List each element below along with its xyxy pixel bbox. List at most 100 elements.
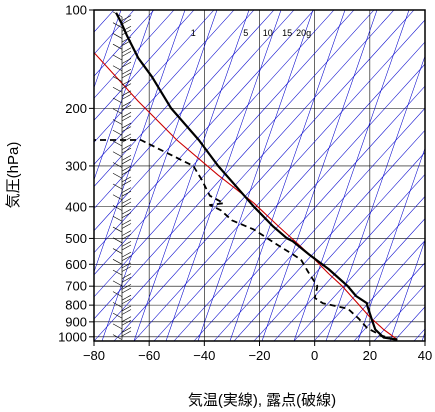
wind-barb [121,147,132,154]
wind-barb [121,208,132,215]
wind-barb [121,298,132,305]
wind-barb [112,334,123,340]
profile-curves [94,12,398,341]
wind-barb [121,101,132,107]
adiabat-line [353,262,425,341]
wind-barb [112,162,123,168]
adiabat-line [94,10,155,77]
wind-barb [112,323,123,330]
wind-barb [121,58,132,64]
wind-barb [121,69,132,75]
mixing-ratio-line [293,10,410,341]
adiabat-line [193,85,425,341]
mixing-ratio-line [94,10,154,181]
wind-barb [121,316,132,322]
wind-barb [121,126,132,132]
wind-barb [121,165,132,172]
wind-barb [121,255,132,261]
adiabat-line [94,10,315,254]
wind-barb [112,129,123,136]
mixing-ratio-line [229,10,346,341]
mixing-ratio-label: 15 [282,28,292,38]
wind-barbs [112,11,132,340]
wind-barb [112,86,123,93]
wind-barb [112,205,123,211]
wind-barb [121,133,132,140]
wind-barb [121,72,132,79]
mixing-ratio-label: 20g [296,28,311,38]
wind-barb [121,94,132,100]
wind-barb [112,43,123,50]
wind-barb [112,76,123,82]
adiabat-line [333,240,425,341]
mixing-ratio-line [94,10,186,273]
wind-barb [121,305,132,312]
mixing-ratio-line [261,10,378,341]
wind-barb [112,291,123,297]
wind-barb [121,176,132,183]
dewpoint-curve [94,139,395,341]
wind-barb [121,51,132,57]
y-axis-label: 気圧(hPa) [5,142,22,209]
adiabat-line [94,10,275,210]
wind-barb [112,237,123,244]
mixing-ratio-label: 1 [191,28,196,38]
wind-barb [112,173,123,179]
adiabat-line [94,10,215,143]
adiabat-line [373,284,425,341]
mixing-ratio-line [101,10,218,341]
x-axis-ticks: −80 −60 −40 −20 0 20 40 [83,341,432,363]
wind-barb [121,284,132,290]
x-axis-label: 気温(実線), 露点(破線) [188,392,336,409]
adiabat-line [94,10,255,187]
adiabat-line [233,129,425,341]
wind-barb [121,230,132,236]
wind-barb [112,22,123,28]
adiabat-line [253,151,425,341]
wind-barb [121,262,132,269]
wind-barb [121,104,132,111]
y-tick-label: 100 [65,3,87,18]
adiabat-line [293,196,425,341]
mixing-ratio-line [197,10,314,341]
wind-barb [112,194,123,201]
wind-barb [121,294,132,301]
wind-barb [121,36,132,43]
wind-barb [121,327,132,333]
wind-barb [121,115,132,122]
wind-barb [121,180,132,186]
mixing-ratio-line [357,147,425,341]
wind-barb [112,280,123,287]
wind-barb [121,29,132,36]
wind-barb [112,33,123,39]
adiabat-line [313,218,425,341]
wind-barb [121,158,132,165]
adiabat-line [273,173,425,341]
adiabat-line [94,10,295,232]
wind-barb [121,273,132,279]
wind-barb [121,83,132,89]
wind-barb [121,223,132,229]
wind-barb [121,309,132,315]
y-tick-label: 300 [65,158,87,173]
x-tick-label: −20 [248,348,270,363]
y-tick-label: 500 [65,231,87,246]
adiabat-line [113,10,415,341]
adiabat-line [94,10,395,341]
wind-barb [121,169,132,175]
adiabat-line [153,41,425,341]
wind-barb [112,183,123,190]
wind-barb [112,11,123,18]
wind-barb [121,219,132,226]
x-tick-label: 0 [311,348,318,363]
wind-barb [121,266,132,272]
adiabat-line [94,10,375,320]
y-tick-label: 600 [65,257,87,272]
wind-barb [121,187,132,193]
mixing-ratio-label: 10 [263,28,273,38]
mixing-ratio-line [133,10,250,341]
adiabat-line [213,107,425,341]
wind-barb [112,54,123,61]
y-tick-label: 800 [65,298,87,313]
